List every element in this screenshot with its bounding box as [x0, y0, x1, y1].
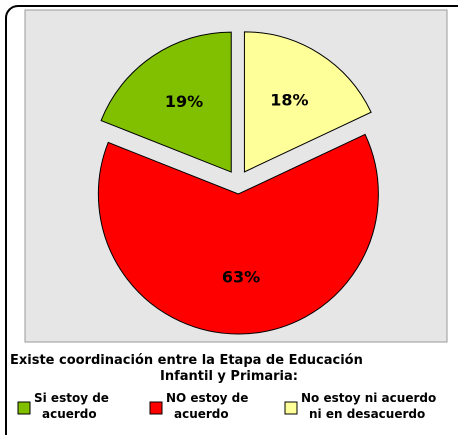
data-label: 63% — [222, 267, 260, 286]
data-label: 19% — [165, 92, 203, 111]
pie-slice — [97, 133, 379, 335]
legend-label: No estoy ni acuerdo ni en desacuerdo — [301, 391, 436, 421]
legend-label: Si estoy de acuerdo — [34, 391, 109, 421]
pie-slice — [243, 31, 372, 173]
legend-label: NO estoy de acuerdo — [166, 391, 248, 421]
legend-swatch — [149, 401, 163, 415]
data-label: 18% — [270, 90, 308, 109]
legend-swatch — [284, 401, 298, 415]
legend-swatch — [17, 401, 31, 415]
pie-slice — [100, 31, 232, 173]
chart-title: Existe coordinación entre la Etapa de Ed… — [10, 353, 363, 384]
